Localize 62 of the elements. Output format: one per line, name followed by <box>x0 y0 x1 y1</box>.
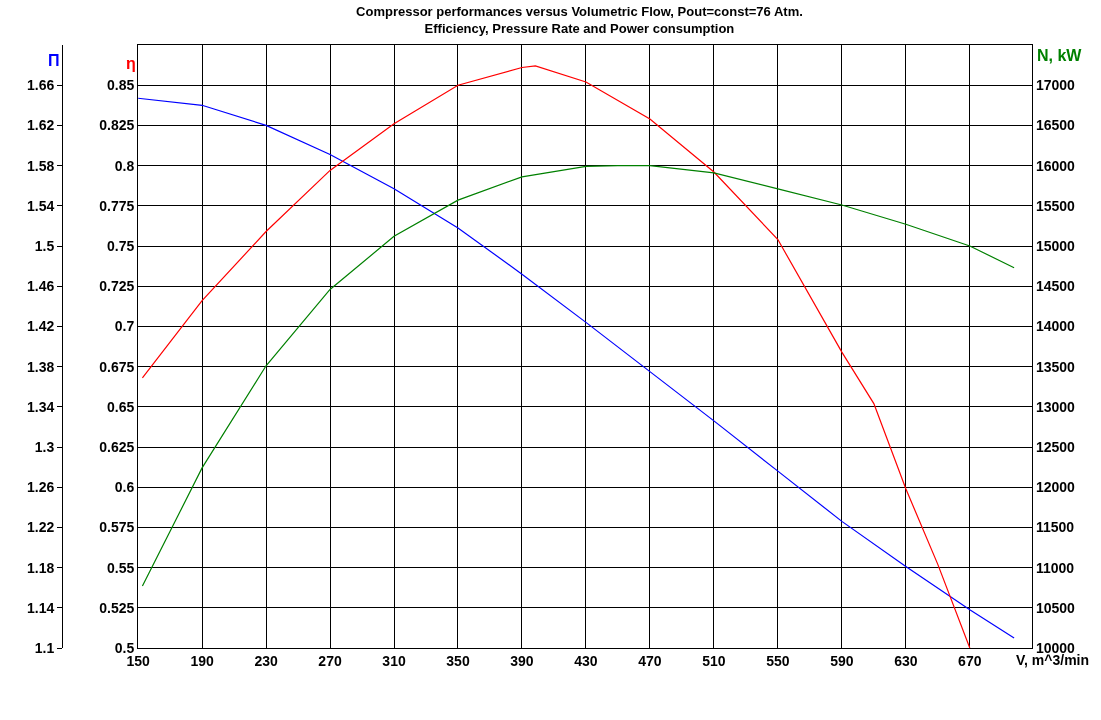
y2-tick-label: 0.675 <box>99 358 135 375</box>
y-tick-label: 1.26 <box>27 479 55 496</box>
y3-tick-label: 17000 <box>1035 77 1076 94</box>
x-tick-label: 630 <box>894 652 918 669</box>
y2-tick-label: 0.8 <box>114 157 135 174</box>
x-tick-label: 270 <box>318 652 342 669</box>
y3-tick-label: 10500 <box>1035 599 1076 616</box>
y3-tick-label: 11000 <box>1035 559 1075 576</box>
y2-tick-label: 0.725 <box>99 278 135 295</box>
x-tick-label: 510 <box>702 652 726 669</box>
y-tick-label: 1.3 <box>34 438 55 455</box>
y-tick-label: 1.62 <box>27 117 55 134</box>
x-tick-label: 590 <box>830 652 854 669</box>
y3-tick-label: 12000 <box>1035 479 1076 496</box>
y-axis-title: Π <box>48 52 60 69</box>
y2-tick-label: 0.575 <box>99 519 135 536</box>
y-tick-label: 1.18 <box>27 559 55 576</box>
y3-tick-label: 14000 <box>1035 318 1076 335</box>
y2-tick-label: 0.525 <box>99 599 135 616</box>
y2-tick-label: 0.85 <box>107 77 135 94</box>
chart-title: Compressor performances versus Volumetric Flow, Pout=const=76 Atm. <box>356 3 803 19</box>
y-tick-label: 1.54 <box>27 197 55 214</box>
x-tick-label: 390 <box>510 652 534 669</box>
x-tick-label: 470 <box>638 652 662 669</box>
chart-subtitle: Efficiency, Pressure Rate and Power consumption <box>424 20 735 36</box>
x-tick-label: 230 <box>254 652 278 669</box>
y3-tick-label: 13500 <box>1035 358 1076 375</box>
y2-tick-label: 0.75 <box>107 237 135 254</box>
x-tick-label: 430 <box>574 652 598 669</box>
y2-tick-label: 0.65 <box>107 398 135 415</box>
y3-tick-label: 14500 <box>1035 278 1076 295</box>
line-series <box>141 165 1015 587</box>
y2-tick-label: 0.6 <box>114 479 135 496</box>
y-tick-label: 1.1 <box>34 639 55 656</box>
y3-tick-label: 12500 <box>1035 438 1076 455</box>
y-tick-label: 1.5 <box>34 237 55 254</box>
y3-tick-label: 11500 <box>1035 519 1075 536</box>
y2-tick-label: 0.625 <box>99 438 135 455</box>
y-tick-label: 1.34 <box>27 398 55 415</box>
x-tick-label: 310 <box>382 652 406 669</box>
y2-tick-label: 0.775 <box>99 197 135 214</box>
y-tick-label: 1.22 <box>27 519 55 536</box>
y-tick-label: 1.46 <box>27 278 55 295</box>
y3-tick-label: 16000 <box>1035 157 1076 174</box>
y2-axis-title: η <box>126 55 136 72</box>
x-tick-label: 670 <box>958 652 982 669</box>
y2-tick-label: 0.825 <box>99 117 135 134</box>
y-tick-label: 1.14 <box>27 599 55 616</box>
y-tick-label: 1.42 <box>27 318 55 335</box>
y3-axis-title: N, kW <box>1037 47 1083 64</box>
y3-tick-label: 13000 <box>1035 398 1076 415</box>
y-tick-label: 1.38 <box>27 358 55 375</box>
x-tick-label: 190 <box>190 652 214 669</box>
y-tick-label: 1.58 <box>27 157 55 174</box>
x-tick-label: 550 <box>766 652 790 669</box>
y2-tick-label: 0.7 <box>114 318 135 335</box>
x-tick-label: 350 <box>446 652 470 669</box>
y-tick-label: 1.66 <box>27 77 55 94</box>
y2-tick-label: 0.55 <box>107 559 135 576</box>
y3-tick-label: 15500 <box>1035 197 1076 214</box>
y3-tick-label: 15000 <box>1035 237 1076 254</box>
y3-tick-label: 16500 <box>1035 117 1076 134</box>
